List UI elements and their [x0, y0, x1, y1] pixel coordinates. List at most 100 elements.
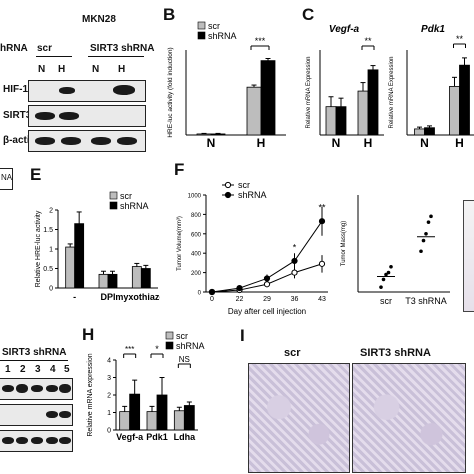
x-tick-label: Pdk1	[146, 432, 168, 442]
y-tick-label: 0	[49, 286, 53, 293]
blot-label-sirt3: SIRT3	[3, 110, 32, 121]
panel-i-label-scr: scr	[284, 347, 301, 359]
bar	[459, 64, 470, 136]
data-point	[384, 272, 388, 277]
legend-swatch	[109, 191, 118, 200]
chart-f-mass: Tumor Mass(mg) scr T3 shRNA	[341, 195, 450, 306]
x-tick-label: N	[332, 136, 341, 150]
data-point	[421, 238, 426, 243]
bar	[414, 128, 425, 136]
y-tick-label: 2	[49, 208, 53, 215]
legend-swatch	[197, 31, 206, 40]
ihc-image-shrna	[352, 363, 466, 473]
legend-swatch	[165, 341, 174, 350]
y-axis-label: Tumor Volume(mm³)	[177, 216, 183, 271]
y-tick-label: 0.5	[43, 266, 53, 273]
panel-g-blot-1	[0, 378, 73, 400]
x-axis-label: Day after cell injection	[228, 307, 306, 316]
x-tick-label: 43	[318, 296, 326, 303]
bar	[449, 86, 460, 136]
y-tick-label: 600	[191, 232, 202, 238]
y-axis-label: HRE-luc activity (fold induction)	[167, 47, 174, 137]
x-tick-label: 22	[236, 296, 244, 303]
panel-a-cell-line: MKN28	[82, 14, 116, 25]
data-point	[291, 269, 298, 276]
significance-label: *	[155, 344, 159, 354]
significance-label: **	[364, 36, 372, 46]
panel-e-left-fragment: NA	[1, 173, 13, 182]
bar	[196, 133, 212, 136]
legend-label: shRNA	[176, 341, 205, 351]
lane-label: N	[38, 64, 46, 75]
panel-g-blot-2	[0, 404, 73, 426]
panel-g-blot-3	[0, 430, 73, 452]
chart-title: Pdk1	[421, 24, 445, 35]
panel-g-lane: 5	[64, 364, 70, 375]
data-point	[236, 285, 243, 292]
panel-label-c: C	[302, 5, 315, 24]
bar	[119, 411, 131, 431]
panel-i-label-shrna: SIRT3 shRNA	[360, 347, 431, 359]
x-tick-label: Vegf-a	[116, 432, 144, 442]
x-tick-label: T3 shRNA	[405, 296, 447, 306]
bar	[325, 106, 337, 136]
bar	[156, 394, 168, 431]
bar	[183, 405, 195, 431]
lane-label: H	[118, 64, 126, 75]
y-axis-label: Relative mRNA expression	[87, 353, 94, 436]
x-tick-label: -	[73, 292, 76, 302]
y-tick-label: 1000	[188, 194, 202, 200]
bar	[65, 246, 76, 289]
data-point	[424, 232, 428, 236]
bar	[107, 273, 118, 289]
panel-label-h: H	[82, 325, 95, 344]
blot-label-actin: β-actin	[3, 135, 36, 146]
y-tick-label: 400	[191, 252, 202, 258]
y-tick-label: 2	[107, 393, 111, 400]
panel-a-group-scr: scr	[37, 43, 53, 54]
panel-a-left-fragment: hRNA	[0, 43, 28, 54]
blot-hif	[28, 80, 146, 102]
chart-h: 0 1 2 3 4 Relative mRNA expression Vegf-a Pdk1 L…	[87, 331, 205, 442]
data-point	[263, 281, 271, 288]
legend-label: scr	[238, 180, 250, 190]
x-tick-label: N	[207, 136, 216, 150]
y-tick-label: 800	[191, 213, 202, 219]
y-axis-label: Relative mRNA Expression	[306, 56, 312, 128]
x-tick-label: H	[257, 136, 266, 150]
bar	[335, 106, 347, 136]
y-axis-label: Tumor Mass(mg)	[341, 221, 347, 266]
legend-label: shRNA	[208, 31, 237, 41]
legend-label: shRNA	[120, 201, 149, 211]
panel-g-underline	[0, 360, 68, 361]
y-axis-label: Relative mRNA Expression	[389, 56, 395, 128]
legend-swatch	[109, 201, 118, 210]
significance-label: ***	[255, 36, 266, 46]
legend-marker	[224, 191, 232, 199]
bar	[140, 268, 151, 289]
legend-label: scr	[208, 21, 220, 31]
data-point	[318, 260, 326, 267]
legend-label: shRNA	[238, 190, 267, 200]
panel-g-group: SIRT3 shRNA	[2, 347, 67, 358]
lane-label: H	[58, 64, 66, 75]
chart-c-pdk1: Pdk1 Relative mRNA Expression N H **	[389, 24, 474, 150]
significance-label: *	[293, 242, 297, 252]
x-tick-label: H	[455, 136, 464, 150]
panel-label-f: F	[174, 160, 185, 179]
data-point	[389, 264, 393, 269]
data-point	[208, 288, 216, 296]
data-point	[381, 277, 386, 282]
data-point	[263, 275, 271, 282]
x-tick-label: myxothiazol	[115, 292, 160, 302]
significance-label: ***	[125, 345, 134, 354]
panel-label-e: E	[30, 165, 42, 184]
panel-g-lane: 3	[35, 364, 41, 375]
data-point	[426, 220, 431, 224]
panel-g-lane: 4	[50, 364, 56, 375]
bar	[173, 410, 185, 431]
panel-e-left-box	[0, 168, 13, 190]
panel-g-lane: 1	[5, 364, 11, 375]
data-point	[291, 257, 298, 265]
bar	[424, 127, 435, 136]
